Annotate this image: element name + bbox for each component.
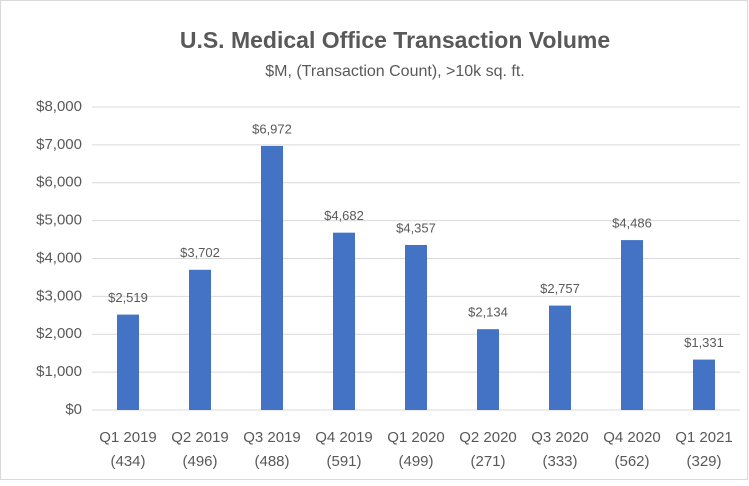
x-tick-label: Q2 2019 xyxy=(171,429,229,446)
x-tick-label: (496) xyxy=(182,453,217,470)
bar xyxy=(189,269,211,410)
bar xyxy=(693,359,715,410)
x-tick-label: Q4 2020 xyxy=(603,429,661,446)
chart-subtitle: $M, (Transaction Count), >10k sq. ft. xyxy=(265,63,525,80)
bar xyxy=(333,232,355,410)
bar xyxy=(621,240,643,410)
x-tick-label: Q3 2019 xyxy=(243,429,301,446)
y-tick-label: $6,000 xyxy=(36,174,82,191)
x-tick-label: (488) xyxy=(254,453,289,470)
value-label: $1,331 xyxy=(684,335,724,350)
x-tick-label: Q1 2019 xyxy=(99,429,157,446)
bar xyxy=(477,329,499,410)
y-tick-label: $4,000 xyxy=(36,249,82,266)
x-tick-label: Q3 2020 xyxy=(531,429,589,446)
x-tick-label: (434) xyxy=(110,453,145,470)
x-tick-label: (591) xyxy=(326,453,361,470)
x-tick-label: (271) xyxy=(470,453,505,470)
x-tick-label: (329) xyxy=(686,453,721,470)
y-tick-label: $2,000 xyxy=(36,325,82,342)
value-label: $4,357 xyxy=(396,220,436,235)
x-tick-label: Q1 2020 xyxy=(387,429,445,446)
y-tick-label: $3,000 xyxy=(36,287,82,304)
chart-title: U.S. Medical Office Transaction Volume xyxy=(180,27,610,53)
x-tick-label: (333) xyxy=(542,453,577,470)
bar xyxy=(405,244,427,410)
bar xyxy=(261,145,283,411)
bar xyxy=(549,305,571,410)
x-tick-label: (562) xyxy=(614,453,649,470)
bar xyxy=(117,314,139,410)
value-label: $3,702 xyxy=(180,245,220,260)
value-label: $2,757 xyxy=(540,281,580,296)
y-tick-label: $8,000 xyxy=(36,98,82,115)
x-tick-label: (499) xyxy=(398,453,433,470)
value-label: $4,682 xyxy=(324,208,364,223)
value-label: $6,972 xyxy=(252,121,292,136)
y-tick-label: $7,000 xyxy=(36,136,82,153)
x-tick-label: Q2 2020 xyxy=(459,429,517,446)
value-label: $2,519 xyxy=(108,290,148,305)
value-label: $2,134 xyxy=(468,305,508,320)
y-tick-label: $5,000 xyxy=(36,212,82,229)
x-tick-label: Q1 2021 xyxy=(675,429,733,446)
x-tick-label: Q4 2019 xyxy=(315,429,373,446)
value-label: $4,486 xyxy=(612,216,652,231)
y-tick-label: $0 xyxy=(65,401,82,418)
y-tick-label: $1,000 xyxy=(36,363,82,380)
